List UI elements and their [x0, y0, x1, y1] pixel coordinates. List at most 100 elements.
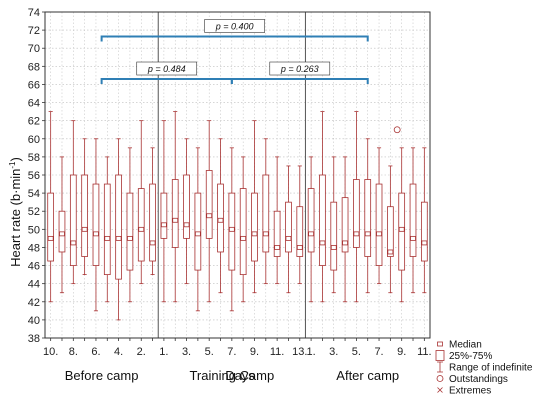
- iqr-box: [92, 183, 100, 266]
- x-tick-label: 3.: [329, 346, 338, 358]
- x-tick-label: 7.: [374, 346, 383, 358]
- y-tick-label: 74: [28, 7, 40, 19]
- box-training-camp-day-9: [251, 120, 258, 294]
- box-after-camp-day-3: [330, 156, 338, 294]
- box-after-camp-day-1: [307, 156, 315, 303]
- iqr-box: [183, 174, 190, 239]
- median-marker: [172, 217, 179, 223]
- y-axis-ticks: 38 40 42 44 46 48 50 52 54 56 58 60 62 64 66 68 70 72 74: [28, 7, 45, 345]
- p-value-label: p = 0.484: [147, 64, 186, 74]
- box-after-camp-day-11: [420, 147, 428, 294]
- median-marker: [387, 249, 394, 255]
- group-label: After camp: [336, 368, 399, 383]
- y-tick-label: 38: [28, 333, 40, 345]
- box-after-camp-day-2: [319, 111, 326, 303]
- iqr-box: [103, 183, 111, 276]
- x-tick-label: 9.: [250, 346, 259, 358]
- box-training-camp-day-8: [239, 156, 247, 303]
- y-axis-title: Heart rate (b·min-1): [8, 157, 23, 267]
- iqr-box: [251, 192, 258, 262]
- x-tick-label: 11.: [417, 346, 431, 358]
- iqr-box: [330, 201, 338, 271]
- x-tick-label: 5.: [205, 346, 214, 358]
- box-before-camp-day-6: [92, 138, 100, 312]
- p-value-box: [269, 61, 331, 76]
- median-marker: [228, 226, 235, 232]
- iqr-box: [353, 179, 360, 248]
- y-tick-label: 64: [28, 98, 40, 110]
- x-axis-ticks: 10. 8. 6. 4. 2. 1. 3. 5. 7. 9. 11. 13. 1. 3. 5. 7. 9. 11.: [43, 338, 432, 358]
- p-value-label: p = 0.263: [280, 64, 319, 74]
- box-after-camp-day-9: [398, 147, 406, 303]
- box-training-camp-day-6: [217, 138, 224, 294]
- p-value-bracket: p = 0.400: [100, 19, 369, 42]
- x-tick-label: 4.: [114, 346, 123, 358]
- box-training-camp-day-3: [183, 138, 190, 285]
- median-marker: [376, 231, 382, 237]
- median-marker: [296, 245, 303, 250]
- y-tick-label: 54: [28, 188, 40, 200]
- box-after-camp-day-10: [409, 147, 417, 294]
- iqr-box: [81, 174, 88, 257]
- median-marker: [127, 235, 133, 241]
- legend-label: Extremes: [449, 386, 491, 397]
- iqr-box: [319, 174, 326, 266]
- outlier-point: [393, 126, 401, 134]
- median-marker: [206, 213, 213, 219]
- iqr-box: [341, 197, 349, 253]
- box-training-camp-day-4: [194, 147, 202, 312]
- x-tick-label: 8.: [69, 346, 78, 358]
- bracket-line: [230, 78, 369, 85]
- median-marker: [240, 235, 247, 241]
- iqr-box: [387, 206, 394, 257]
- legend-median-symbol: [437, 341, 443, 347]
- box-training-camp-day-1: [160, 120, 168, 303]
- median-marker: [421, 240, 428, 246]
- legend-extreme-symbol: [437, 387, 443, 393]
- median-marker: [262, 231, 269, 237]
- x-tick-label: 3.: [182, 346, 191, 358]
- x-axis-title: Days: [225, 368, 255, 383]
- y-tick-label: 58: [28, 152, 40, 164]
- iqr-box: [126, 192, 134, 271]
- median-marker: [160, 222, 167, 228]
- legend-item-whisker: Range of indefinite: [437, 361, 533, 374]
- median-marker: [353, 231, 360, 237]
- iqr-box: [171, 179, 179, 248]
- median-marker: [81, 226, 88, 232]
- y-tick-label: 68: [28, 61, 40, 73]
- box-training-camp-day-11: [273, 156, 281, 285]
- y-tick-label: 66: [28, 79, 40, 91]
- legend-item-extreme: Extremes: [437, 386, 491, 397]
- iqr-box: [69, 174, 77, 266]
- median-marker: [47, 235, 54, 241]
- box-after-camp-day-8: [387, 126, 401, 294]
- legend-item-median: Median: [437, 340, 482, 351]
- legend-label: 25%-75%: [449, 351, 492, 362]
- y-tick-label: 46: [28, 261, 40, 273]
- median-marker: [251, 231, 258, 237]
- legend-outlier-symbol: [436, 375, 444, 382]
- y-tick-label: 50: [28, 224, 40, 236]
- median-marker: [183, 222, 190, 228]
- x-tick-label: 13.: [292, 346, 307, 358]
- legend-label: Outstandings: [449, 374, 508, 385]
- box-before-camp-day-8: [69, 120, 77, 285]
- legend-box-symbol: [435, 350, 445, 361]
- iqr-box: [285, 201, 292, 253]
- median-marker: [330, 245, 337, 250]
- x-tick-label: 10.: [43, 346, 58, 358]
- box-before-camp-day-2: [137, 120, 145, 285]
- median-marker: [115, 235, 122, 241]
- iqr-box: [115, 174, 122, 280]
- grid-layer: [45, 11, 430, 339]
- median-marker: [138, 226, 145, 232]
- legend-item-box: 25%-75%: [435, 350, 492, 362]
- group-labels: Before camp Training Camp After camp: [65, 368, 399, 383]
- iqr-box: [364, 179, 372, 257]
- iqr-box: [47, 192, 55, 262]
- median-marker: [364, 231, 371, 237]
- legend-whisker-symbol: [437, 361, 443, 373]
